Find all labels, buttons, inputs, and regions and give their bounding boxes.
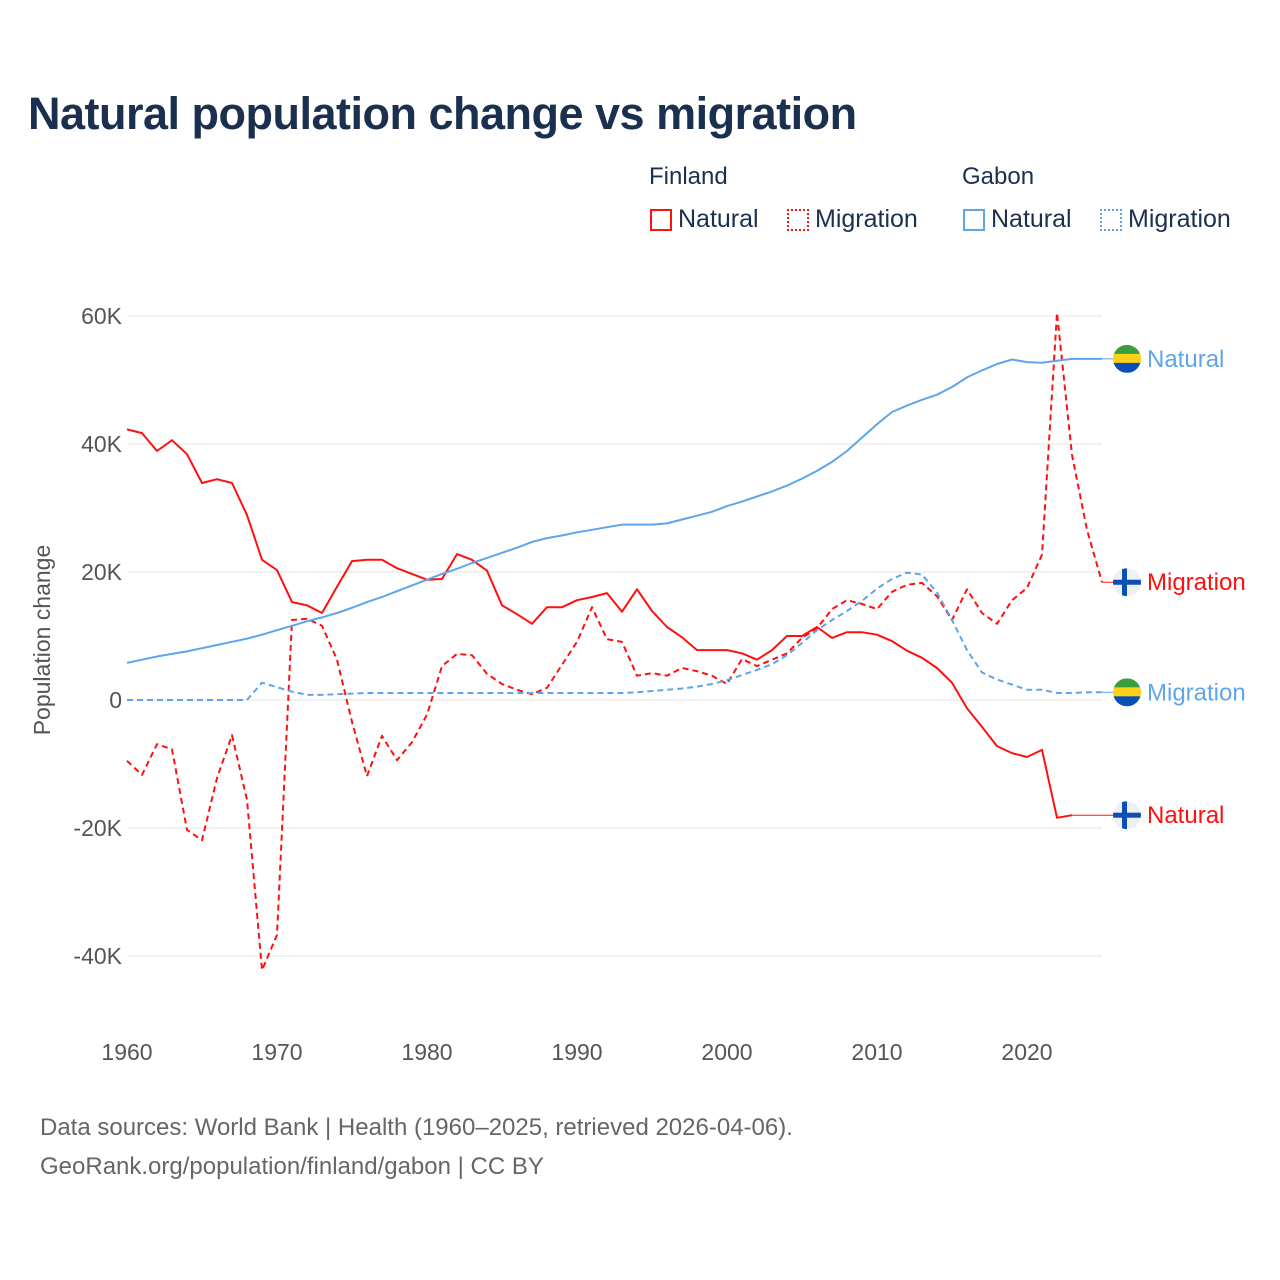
series-line-finland-migration	[126, 311, 1103, 972]
y-tick-label: -40K	[73, 943, 122, 969]
legend-swatch-dotted	[1100, 208, 1122, 231]
flag-stripe-blue	[1113, 362, 1141, 373]
y-tick-label: 0	[109, 687, 122, 713]
flag-stripe-yellow	[1113, 353, 1141, 364]
plot-area: -40K -20K 0 20K 40K 60K 1960 1970 1980 1990 2000 20…	[29, 303, 1246, 1065]
x-tick-label: 1980	[401, 1039, 452, 1065]
gabon-flag-icon	[1113, 344, 1141, 373]
y-tick-label: 60K	[81, 303, 123, 329]
legend-finland-migration[interactable]: Migration	[787, 205, 918, 234]
legend-label: Natural	[678, 205, 759, 233]
x-tick-label: 1990	[551, 1039, 602, 1065]
series-line-finland-natural	[126, 428, 1073, 819]
y-tick-label: 20K	[81, 559, 123, 585]
legend-finland-natural[interactable]: Natural	[650, 205, 759, 234]
y-tick-label: 40K	[81, 431, 123, 457]
legend-swatch-solid	[650, 208, 672, 231]
x-tick-label: 2000	[701, 1039, 752, 1065]
legend-group-finland: Finland	[649, 163, 728, 190]
flag-body	[1113, 568, 1141, 597]
flag-body	[1113, 678, 1141, 707]
series-end-label: Migration	[1147, 679, 1246, 706]
flag-cross-v	[1122, 801, 1127, 830]
legend-gabon-migration[interactable]: Migration	[1100, 205, 1231, 234]
flag-stripe-blue	[1113, 696, 1141, 707]
legend-swatch-dotted	[787, 208, 809, 231]
flag-stripe-green	[1113, 344, 1141, 355]
y-tick-label: -20K	[73, 815, 122, 841]
source-link[interactable]: GeoRank.org/population/finland/gabon | C…	[40, 1153, 544, 1180]
flag-stripe-green	[1113, 678, 1141, 689]
legend-label: Migration	[815, 205, 918, 233]
source-note: Data sources: World Bank | Health (1960–…	[40, 1114, 793, 1141]
series-end-label: Natural	[1147, 802, 1224, 829]
finland-flag-icon	[1113, 568, 1141, 597]
x-tick-label: 1960	[101, 1039, 152, 1065]
x-tick-label: 2010	[851, 1039, 902, 1065]
gabon-flag-icon	[1113, 678, 1141, 707]
chart-title: Natural population change vs migration	[28, 88, 857, 139]
footer: Data sources: World Bank | Health (1960–…	[40, 1108, 793, 1186]
legend-label: Migration	[1128, 205, 1231, 233]
legend-group-gabon: Gabon	[962, 163, 1035, 190]
x-tick-label: 1970	[251, 1039, 302, 1065]
series-line-gabon-migration	[127, 571, 1102, 701]
series-end-label: Natural	[1147, 346, 1224, 373]
flag-body	[1113, 801, 1141, 830]
flag-body	[1113, 344, 1141, 373]
finland-flag-icon	[1113, 801, 1141, 830]
flag-cross-v	[1122, 568, 1127, 597]
x-tick-label: 2020	[1001, 1039, 1052, 1065]
legend-label: Natural	[991, 205, 1072, 233]
series-line-gabon-natural	[126, 357, 1102, 664]
flag-stripe-yellow	[1113, 687, 1141, 698]
legend-gabon-natural[interactable]: Natural	[963, 205, 1072, 234]
y-axis-label: Population change	[29, 545, 55, 736]
legend-swatch-solid	[963, 208, 985, 231]
series-end-label: Migration	[1147, 569, 1246, 596]
